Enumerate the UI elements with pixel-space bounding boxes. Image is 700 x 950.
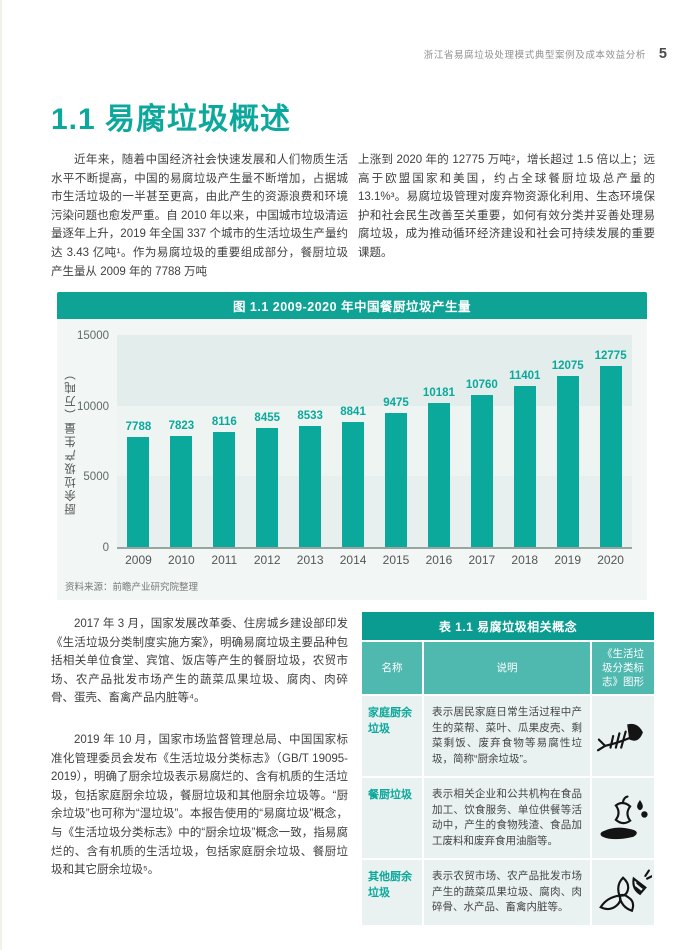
bar [127, 436, 150, 547]
bar-value-label: 8841 [340, 406, 366, 419]
bar-slot: 7788 [117, 421, 160, 547]
grid-band [117, 476, 632, 547]
table-header-name: 名称 [362, 642, 422, 694]
x-tick-label: 2011 [211, 553, 238, 567]
x-tick-label: 2013 [296, 553, 324, 567]
bar [256, 427, 279, 547]
concept-table: 表 1.1 易腐垃圾相关概念 名称 说明 《生活垃圾分类标志》图形 家庭厨余垃圾… [362, 612, 654, 925]
bar [384, 413, 407, 547]
grid-band [117, 405, 632, 477]
y-tick-label: 5000 [83, 471, 109, 484]
bar-value-label: 8533 [297, 410, 323, 423]
body-paragraph-3: 2019 年 10 月，国家市场监督管理总局、中国国家标准化管理委员会发布《生活… [51, 734, 348, 877]
body-paragraph-2: 2017 年 3 月，国家发展改革委、住房城乡建设部印发《生活垃圾分类制度实施方… [51, 618, 348, 705]
bar-value-label: 10760 [465, 378, 498, 391]
x-tick-label: 2009 [125, 553, 152, 567]
bar-slot: 8533 [289, 410, 332, 547]
x-tick-label: 2017 [468, 553, 496, 567]
bar-slot: 12075 [546, 360, 589, 547]
bar [470, 394, 493, 547]
bar-series: 7788 7823 8116 8455 8533 8841 9475 10181 10760 11… [117, 335, 632, 547]
bar [342, 422, 365, 547]
plot-area: 7788 7823 8116 8455 8533 8841 9475 10181 10760 11… [77, 330, 632, 554]
x-tick-label: 2019 [554, 553, 582, 567]
bar-value-label: 7788 [125, 420, 152, 433]
chart-source-note: 资料来源：前瞻产业研究院整理 [65, 582, 199, 593]
table-cell-name: 其他厨余垃圾 [362, 860, 422, 925]
page-header: 浙江省易腐垃圾处理模式典型案例及成本效益分析 5 [424, 46, 667, 62]
bar-value-label: 12075 [551, 360, 584, 373]
table-title: 表 1.1 易腐垃圾相关概念 [362, 612, 654, 640]
bar-value-label: 8116 [211, 416, 237, 429]
table-cell-description: 表示居民家庭日常生活过程中产生的菜帮、菜叶、瓜果皮壳、剩菜剩饭、废弃食物等易腐性… [424, 696, 590, 776]
section-title: 1.1 易腐垃圾概述 [51, 103, 292, 136]
bar-slot: 8455 [246, 412, 289, 547]
bar-slot: 10760 [460, 379, 503, 547]
table-header-description: 说明 [424, 642, 590, 694]
x-tick-label: 2020 [597, 553, 624, 567]
x-tick-label: 2018 [511, 553, 539, 567]
bar [299, 426, 322, 547]
food-scraps-icon [592, 778, 654, 858]
table-grid: 名称 说明 《生活垃圾分类标志》图形 家庭厨余垃圾 表示居民家庭日常生活过程中产生… [362, 640, 654, 925]
bar-slot: 8116 [203, 416, 246, 547]
bar [556, 376, 579, 547]
fish-bone-icon [592, 696, 654, 776]
table-cell-description: 表示农贸市场、农产品批发市场产生的蔬菜瓜果垃圾、腐肉、肉碎骨、水产品、畜禽内脏等… [424, 860, 590, 925]
bar-slot: 10181 [417, 387, 460, 547]
table-cell-description: 表示相关企业和公共机构在食品加工、饮食服务、单位供餐等活动中，产生的食物残渣、食… [424, 778, 590, 858]
bar-slot: 11401 [503, 370, 546, 547]
x-tick-label: 2015 [382, 553, 410, 567]
x-axis-tick-labels: 2009 2010 2011 2012 2013 2014 2015 2016 2017 2018… [117, 553, 632, 567]
chart-title: 图 1.1 2009-2020 年中国餐厨垃圾产生量 [57, 292, 647, 319]
x-tick-label: 2016 [425, 553, 453, 567]
bar-value-label: 7823 [168, 420, 195, 433]
bar-value-label: 12775 [594, 350, 627, 363]
chart-body: 厨余垃圾产生量（万吨） 7788 7823 8116 8455 8533 8841 9475… [57, 319, 647, 600]
intro-paragraph-right-column: 上涨到 2020 年的 12775 万吨²，增长超过 1.5 倍以上；远高于欧盟… [358, 154, 655, 259]
bar [599, 366, 622, 547]
bar [170, 436, 193, 547]
grid-band [117, 335, 632, 406]
intro-paragraph-left-column: 近年来，随着中国经济社会快速发展和人们物质生活水平不断提高，中国的易腐垃圾产生量… [51, 154, 348, 278]
y-axis-label: 厨余垃圾产生量（万吨） [65, 366, 77, 516]
table-cell-name: 家庭厨余垃圾 [362, 696, 422, 776]
bar-value-label: 8455 [254, 411, 281, 424]
bar [513, 385, 536, 547]
table-header-symbol: 《生活垃圾分类标志》图形 [592, 642, 654, 694]
y-tick-label: 15000 [77, 330, 109, 342]
bar-slot: 12775 [589, 350, 632, 547]
x-tick-label: 2010 [168, 553, 195, 567]
page-number: 5 [658, 46, 667, 62]
bar-chart-panel: 图 1.1 2009-2020 年中国餐厨垃圾产生量 厨余垃圾产生量（万吨） 7… [57, 292, 647, 600]
bar-slot: 7823 [160, 420, 203, 547]
x-tick-label: 2014 [339, 553, 367, 567]
bar-value-label: 11401 [509, 369, 541, 382]
y-tick-label: 10000 [77, 400, 109, 413]
banana-peel-icon [592, 860, 654, 925]
y-tick-label: 0 [102, 542, 109, 554]
bar-value-label: 10181 [422, 387, 455, 400]
bar-value-label: 9475 [383, 397, 409, 410]
bar [427, 403, 450, 547]
x-tick-label: 2012 [253, 553, 281, 567]
header-title: 浙江省易腐垃圾处理模式典型案例及成本效益分析 [423, 50, 646, 61]
table-cell-name: 餐厨垃圾 [362, 778, 422, 858]
bar [213, 432, 236, 547]
bar-slot: 8841 [332, 406, 375, 547]
bar-slot: 9475 [375, 397, 418, 547]
